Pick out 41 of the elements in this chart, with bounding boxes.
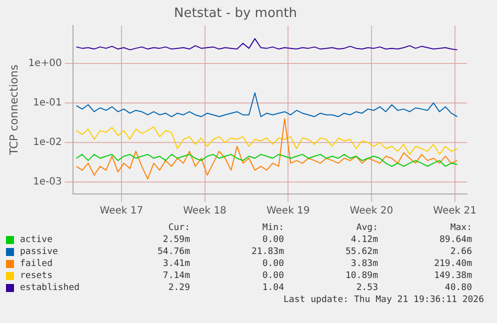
text: Avg: xyxy=(355,222,378,234)
text: 3.83m xyxy=(350,258,378,270)
text: Cur: xyxy=(167,222,190,234)
text: 0.00 xyxy=(261,234,284,246)
chart-title: Netstat - by month xyxy=(174,6,297,22)
legend-label: resets xyxy=(20,270,54,282)
text: Last update: Thu May 21 19:36:11 2026 xyxy=(282,294,484,306)
text: 2.66 xyxy=(449,246,472,258)
legend-label: passive xyxy=(20,246,59,258)
text: 0.00 xyxy=(261,258,284,270)
y-tick-label: 1e-02 xyxy=(32,137,62,148)
x-tick-label: Week 20 xyxy=(350,206,394,217)
text: 3.41m xyxy=(162,258,190,270)
text: 21.83m xyxy=(250,246,284,258)
text: 219.40m xyxy=(433,258,472,270)
x-tick-label: Week 19 xyxy=(266,206,310,217)
text: 2.29 xyxy=(167,282,190,294)
x-tick-label: Week 17 xyxy=(100,206,144,217)
legend-label: active xyxy=(20,234,54,246)
x-tick-label: Week 21 xyxy=(433,206,476,217)
legend-label: failed xyxy=(20,258,54,270)
text: Min: xyxy=(261,222,284,234)
text: 2.59m xyxy=(162,234,190,246)
text: 2.53 xyxy=(355,282,378,294)
y-tick-label: 1e+00 xyxy=(28,58,62,69)
text: 1.04 xyxy=(261,282,284,294)
text: 4.12m xyxy=(350,234,378,246)
text: 55.62m xyxy=(344,246,378,258)
text: Max: xyxy=(449,222,472,234)
y-tick-label: 1e-03 xyxy=(32,176,62,188)
text: 40.80 xyxy=(444,282,472,294)
y-tick-label: 1e-01 xyxy=(32,98,62,109)
text: 54.76m xyxy=(156,246,190,258)
text: 7.14m xyxy=(162,270,190,282)
text: 0.00 xyxy=(261,270,284,282)
x-tick-label: Week 18 xyxy=(183,206,226,217)
text: 10.89m xyxy=(344,270,378,282)
y-axis-title: TCP connections xyxy=(7,64,20,156)
text: 89.64m xyxy=(438,234,472,246)
legend-label: established xyxy=(20,282,81,294)
text: 149.38m xyxy=(433,270,472,282)
